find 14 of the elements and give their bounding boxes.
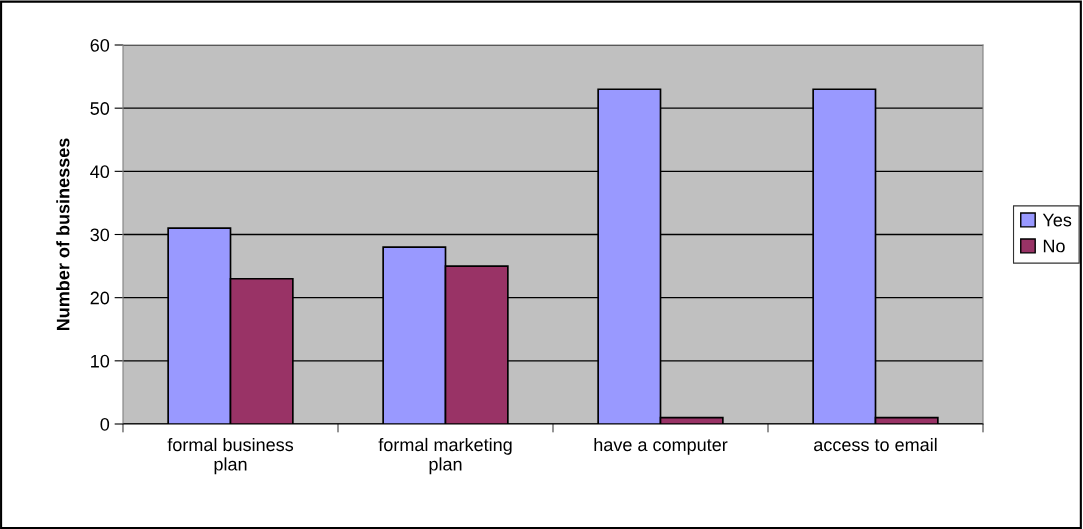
y-tick-label: 40 xyxy=(90,165,110,179)
y-axis-title: Number of businesses xyxy=(56,138,70,331)
x-tick-label: access to email xyxy=(814,437,937,452)
x-tick-label: formal business plan xyxy=(167,437,294,475)
y-tick-label: 30 xyxy=(90,228,110,242)
y-tick-label: 10 xyxy=(91,354,110,368)
y-tick-label: 0 xyxy=(100,417,110,431)
y-tick-label: 20 xyxy=(90,291,110,305)
x-tick-label: have a computer xyxy=(594,437,728,455)
x-tick-label: formal marketing plan xyxy=(378,437,512,475)
legend-label: No xyxy=(1043,239,1065,253)
y-tick-label: 60 xyxy=(90,38,110,52)
y-tick-label: 50 xyxy=(90,102,110,115)
legend-label: Yes xyxy=(1042,213,1072,227)
